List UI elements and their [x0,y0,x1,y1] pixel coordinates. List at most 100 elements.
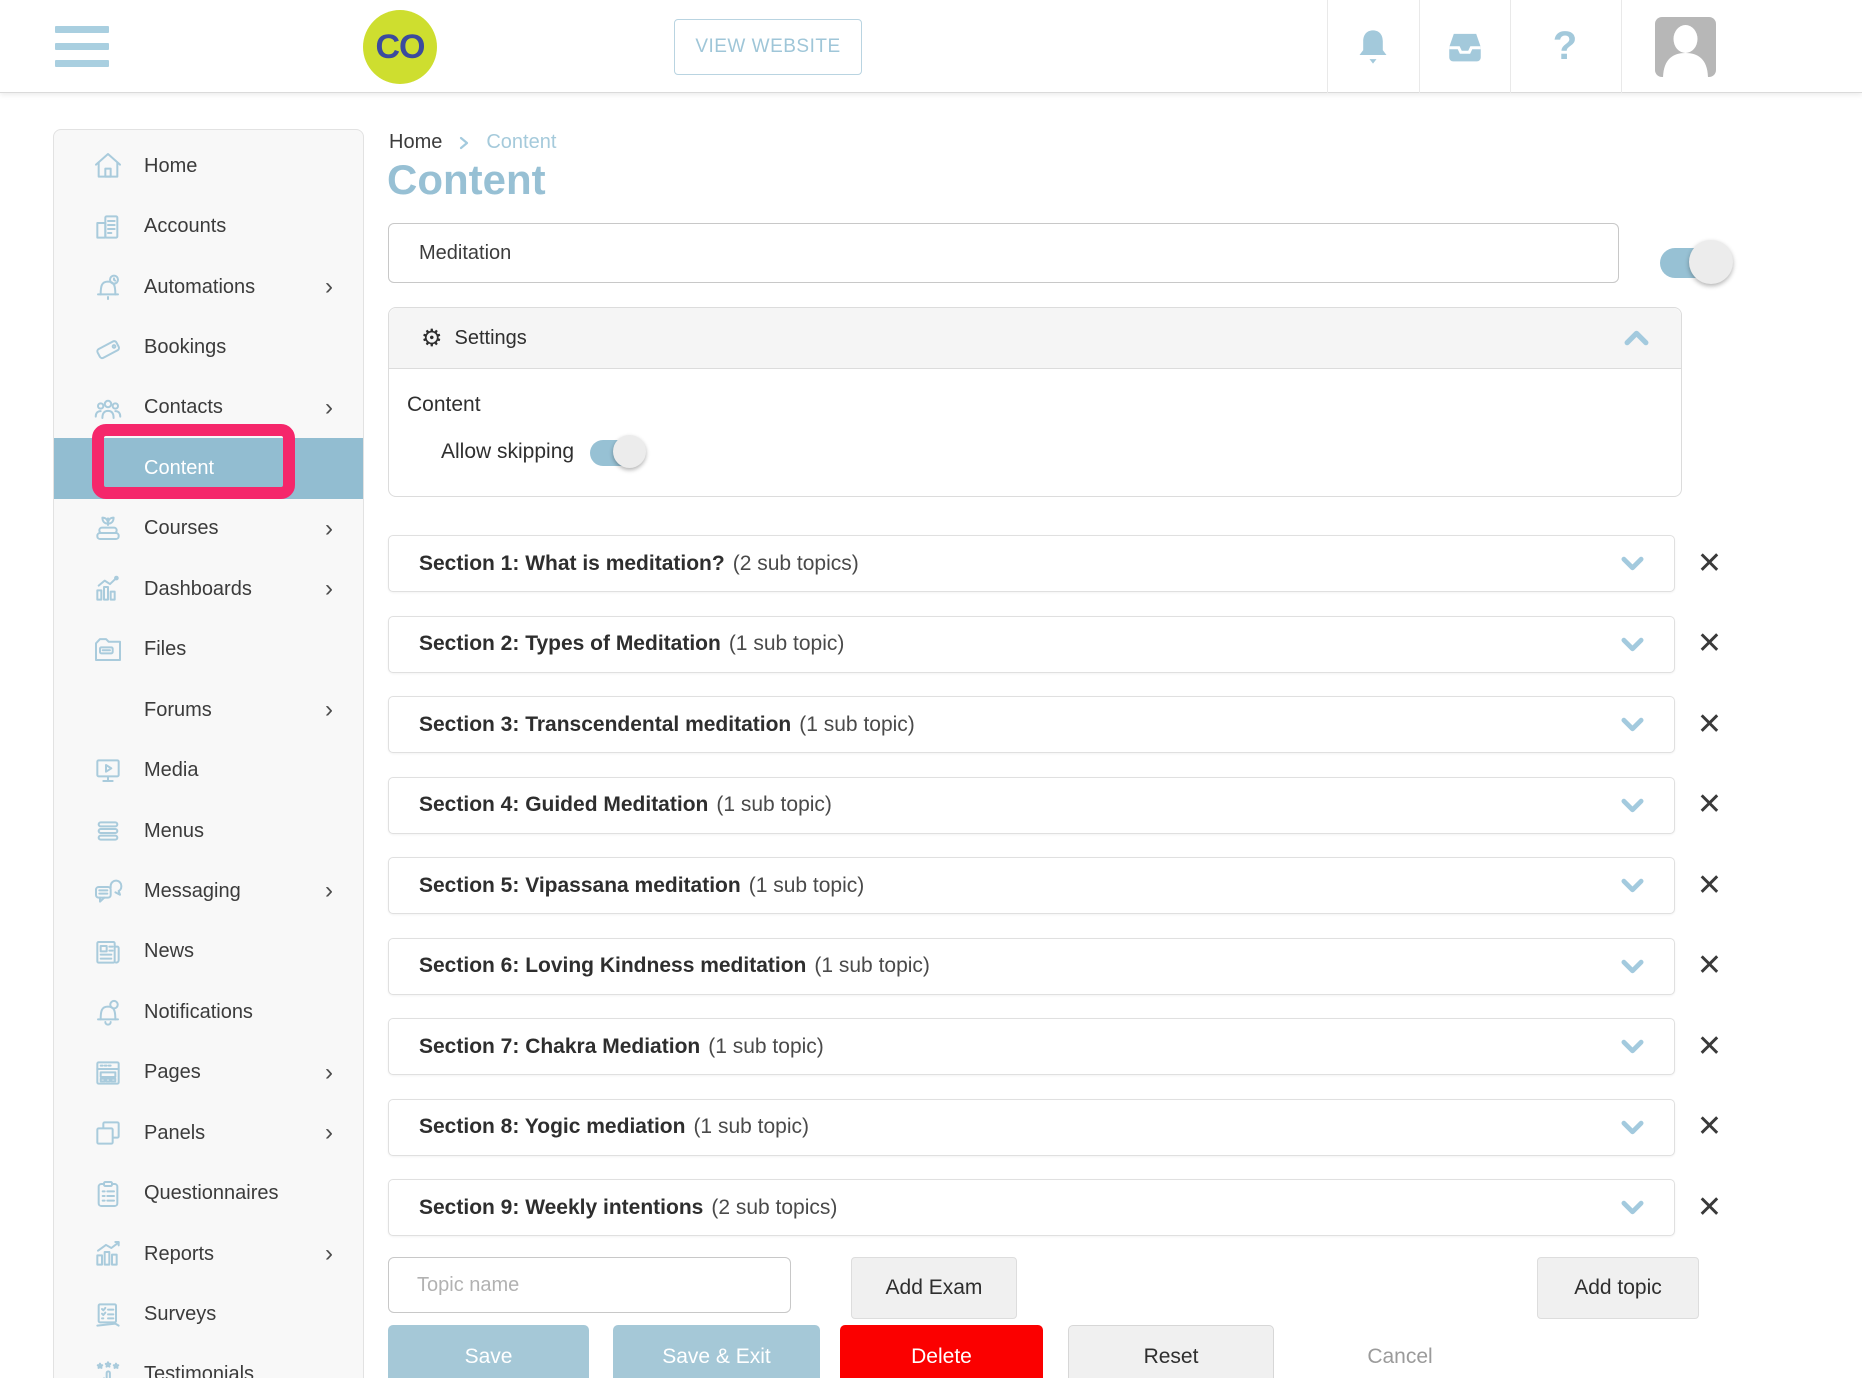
notifications-bell-outline-icon [90,994,126,1030]
section-subtopics: (2 sub topics) [732,551,859,575]
chevron-right-icon: › [325,393,333,421]
chevron-down-icon[interactable] [1621,1120,1644,1135]
sidebar-item-files[interactable]: Files [54,620,363,680]
menus-lines-icon [90,813,126,849]
sidebar-item-reports[interactable]: Reports › [54,1224,363,1284]
cancel-button[interactable]: Cancel [1340,1325,1460,1378]
section-row: Section 1: What is meditation? (2 sub to… [388,535,1728,592]
sidebar-item-media[interactable]: Media [54,740,363,800]
chevron-right-icon: › [325,575,333,603]
header-divider [1621,0,1622,93]
section-1-row[interactable]: Section 1: What is meditation? (2 sub to… [388,535,1675,592]
section-subtopics: (1 sub topic) [716,793,832,816]
accounts-icon [90,209,126,245]
chevron-down-icon[interactable] [1621,717,1644,732]
sidebar-item-home[interactable]: Home [54,136,363,196]
chevron-down-icon[interactable] [1621,878,1644,893]
section-1-delete-icon[interactable]: ✕ [1691,548,1728,579]
sidebar-item-notifications[interactable]: Notifications [54,982,363,1042]
reset-button[interactable]: Reset [1068,1325,1274,1378]
sidebar-item-testimonials[interactable]: Testimonials [54,1345,363,1378]
settings-panel-header[interactable]: ⚙ Settings [389,308,1681,369]
section-4-delete-icon[interactable]: ✕ [1691,790,1728,820]
help-icon[interactable]: ? [1510,0,1620,93]
section-8-row[interactable]: Section 8: Yogic mediation (1 sub topic) [388,1098,1675,1156]
chevron-down-icon[interactable] [1621,556,1644,571]
sidebar-item-content[interactable]: Content [54,438,363,499]
section-4-row[interactable]: Section 4: Guided Meditation (1 sub topi… [388,776,1675,834]
section-subtopics: (1 sub topic) [799,712,915,736]
section-3-row[interactable]: Section 3: Transcendental meditation (1 … [388,696,1675,753]
sidebar-item-contacts[interactable]: Contacts › [54,378,363,438]
gear-icon: ⚙ [421,324,443,352]
sidebar-item-questionnaires[interactable]: Questionnaires [54,1163,363,1223]
section-8-delete-icon[interactable]: ✕ [1691,1112,1728,1142]
user-avatar[interactable] [1655,17,1716,77]
sidebar-item-automations[interactable]: Automations › [54,257,363,317]
settings-panel-body: Content Allow skipping [389,369,1681,497]
breadcrumb-home-link[interactable]: Home [389,131,443,153]
section-row: Section 8: Yogic mediation (1 sub topic)… [388,1098,1728,1156]
section-5-row[interactable]: Section 5: Vipassana meditation (1 sub t… [388,857,1675,914]
section-title: Section 4: Guided Meditation [419,793,709,816]
sidebar-nav: Home Accounts Automations › Bookings [53,129,364,1378]
section-row: Section 6: Loving Kindness meditation (1… [388,937,1728,995]
chevron-right-icon: › [325,1058,333,1086]
sidebar-item-label: Surveys [144,1303,217,1326]
sidebar-item-news[interactable]: News [54,922,363,982]
sidebar-item-messaging[interactable]: Messaging › [54,861,363,921]
sidebar-item-courses[interactable]: Courses › [54,499,363,559]
delete-button[interactable]: Delete [840,1325,1043,1378]
chevron-up-icon[interactable] [1624,330,1649,346]
section-title: Section 3: Transcendental meditation [419,712,792,736]
sidebar-item-bookings[interactable]: Bookings [54,317,363,377]
section-2-delete-icon[interactable]: ✕ [1691,629,1728,659]
section-3-delete-icon[interactable]: ✕ [1691,709,1728,740]
media-monitor-icon [90,753,126,789]
course-enabled-toggle[interactable] [1660,240,1733,284]
add-exam-button[interactable]: Add Exam [851,1257,1017,1319]
sidebar-item-accounts[interactable]: Accounts [54,196,363,256]
forums-icon-empty [90,692,126,728]
add-topic-button[interactable]: Add topic [1537,1257,1699,1319]
notifications-bell-icon[interactable] [1327,0,1419,93]
reports-chart-icon [90,1236,126,1272]
inbox-icon[interactable] [1419,0,1511,93]
section-9-row[interactable]: Section 9: Weekly intentions (2 sub topi… [388,1179,1675,1236]
chevron-down-icon[interactable] [1621,637,1644,652]
chevron-down-icon[interactable] [1621,1200,1644,1215]
view-website-button[interactable]: VIEW WEBSITE [674,19,862,75]
sidebar-item-label: Files [144,638,187,661]
section-9-delete-icon[interactable]: ✕ [1691,1192,1728,1223]
save-button[interactable]: Save [388,1325,589,1378]
chevron-down-icon[interactable] [1621,959,1644,974]
sidebar-item-forums[interactable]: Forums › [54,680,363,740]
section-6-row[interactable]: Section 6: Loving Kindness meditation (1… [388,937,1675,995]
allow-skipping-toggle[interactable] [590,435,647,468]
chevron-down-icon[interactable] [1621,1039,1644,1054]
save-and-exit-button[interactable]: Save & Exit [613,1325,820,1378]
sidebar-item-surveys[interactable]: Surveys [54,1284,363,1344]
chevron-down-icon[interactable] [1621,798,1644,813]
course-name-input[interactable] [388,223,1619,283]
section-subtopics: (1 sub topic) [728,632,845,655]
section-title: Section 6: Loving Kindness meditation [419,954,807,977]
sidebar-item-panels[interactable]: Panels › [54,1103,363,1163]
section-6-delete-icon[interactable]: ✕ [1691,951,1728,981]
sidebar-item-dashboards[interactable]: Dashboards › [54,559,363,619]
section-7-delete-icon[interactable]: ✕ [1691,1031,1728,1062]
chevron-right-icon: › [325,514,333,542]
section-5-delete-icon[interactable]: ✕ [1691,870,1728,901]
breadcrumb-current[interactable]: Content [486,131,557,153]
sidebar-item-menus[interactable]: Menus [54,801,363,861]
sidebar-item-pages[interactable]: Pages › [54,1043,363,1103]
section-7-row[interactable]: Section 7: Chakra Mediation (1 sub topic… [388,1018,1675,1075]
files-folder-icon [90,632,126,668]
topic-name-input[interactable] [388,1257,791,1313]
hamburger-menu-icon[interactable] [55,26,109,67]
section-2-row[interactable]: Section 2: Types of Meditation (1 sub to… [388,615,1675,673]
page-title: Content [387,156,546,203]
app-logo[interactable]: CO [363,10,437,84]
panels-layers-icon [90,1115,126,1151]
sidebar-item-label: Media [144,759,199,782]
